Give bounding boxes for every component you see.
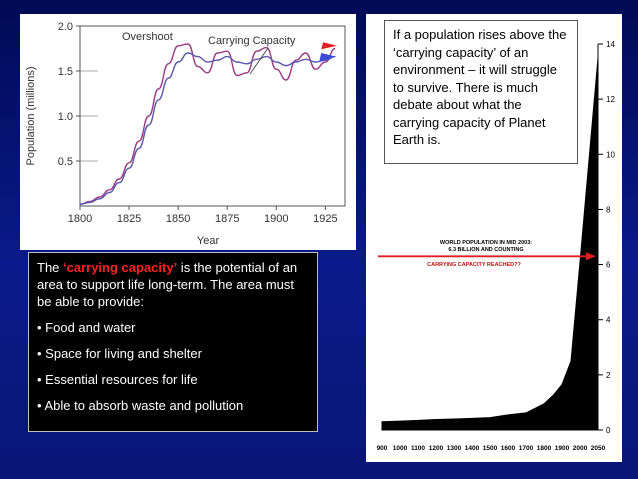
y-tick-label: 14 <box>606 40 615 49</box>
bullet-waste: • Able to absorb waste and pollution <box>37 398 244 413</box>
population-area <box>381 57 599 431</box>
arrow-capacity <box>319 53 337 62</box>
definition-suffix: is the potential of an area to support l… <box>37 260 298 309</box>
x-tick-label: 1875 <box>215 213 239 225</box>
annotation-world-population: WORLD POPULATION IN MID 2003: <box>440 240 532 246</box>
x-tick-label: 2050 <box>591 445 606 452</box>
series-capacity-line <box>79 52 336 205</box>
y-tick-label: 12 <box>606 95 615 104</box>
y-tick-label: 2.0 <box>58 21 73 33</box>
x-axis-label: Year <box>197 235 220 247</box>
x-tick-label: 1900 <box>555 445 570 452</box>
y-tick-label: 2 <box>606 371 611 380</box>
series-overshoot-line <box>79 43 336 205</box>
x-tick-label: 1700 <box>519 445 534 452</box>
x-tick-label: 1400 <box>465 445 480 452</box>
annotation-overshoot: Overshoot <box>122 31 173 43</box>
x-tick-label: 1200 <box>429 445 444 452</box>
y-tick-label: 1.0 <box>58 111 73 123</box>
annotation-six-billion: 6.3 BILLION AND COUNTING <box>448 247 523 253</box>
x-tick-label: 1600 <box>501 445 516 452</box>
y-tick-label: 0.5 <box>58 156 73 168</box>
definition-prefix: The <box>37 260 64 275</box>
explanation-box: If a population rises above the ‘carryin… <box>384 20 578 164</box>
y-axis-label: Population (millions) <box>25 66 37 165</box>
bullet-resources: • Essential resources for life <box>37 372 198 387</box>
y-tick-label: 0 <box>606 426 611 435</box>
y-tick-label: 6 <box>606 261 611 270</box>
x-tick-label: 1300 <box>447 445 462 452</box>
definition-text: The ‘carrying capacity’ is the potential… <box>37 259 309 310</box>
bullet-food-water: • Food and water <box>37 320 136 335</box>
x-tick-label: 1100 <box>411 445 425 452</box>
arrow-overshoot <box>321 42 338 50</box>
annotation-capacity-reached: CARRYING CAPACITY REACHED?? <box>427 262 521 268</box>
carrying-capacity-term: ‘carrying capacity’ <box>63 260 178 275</box>
x-tick-label: 900 <box>377 445 388 452</box>
x-tick-label: 2000 <box>573 445 588 452</box>
definition-box: The ‘carrying capacity’ is the potential… <box>28 252 318 432</box>
annotation-pointer <box>249 47 269 75</box>
x-tick-label: 1850 <box>166 213 190 225</box>
capacity-reference-arrow <box>586 252 596 261</box>
y-tick-label: 4 <box>606 316 611 325</box>
x-tick-label: 1825 <box>117 213 141 225</box>
x-tick-label: 1900 <box>264 213 288 225</box>
y-tick-label: 10 <box>606 150 615 159</box>
x-tick-label: 1500 <box>483 445 498 452</box>
x-tick-label: 1925 <box>313 213 337 225</box>
overshoot-chart-svg: 1800 1825 1850 1875 1900 1925 0.5 1.0 1.5 2.0 Ye… <box>25 21 346 247</box>
x-tick-label: 1800 <box>68 213 92 225</box>
x-tick-label: 1000 <box>393 445 408 452</box>
y-tick-label: 1.5 <box>58 66 73 78</box>
annotation-carrying-capacity: Carrying Capacity <box>208 35 296 47</box>
explanation-text: If a population rises above the ‘carryin… <box>393 27 567 147</box>
overshoot-chart: 1800 1825 1850 1875 1900 1925 0.5 1.0 1.5 2.0 Ye… <box>20 14 356 250</box>
y-tick-label: 8 <box>606 205 611 214</box>
x-tick-label: 1800 <box>537 445 552 452</box>
bullet-space: • Space for living and shelter <box>37 346 202 361</box>
